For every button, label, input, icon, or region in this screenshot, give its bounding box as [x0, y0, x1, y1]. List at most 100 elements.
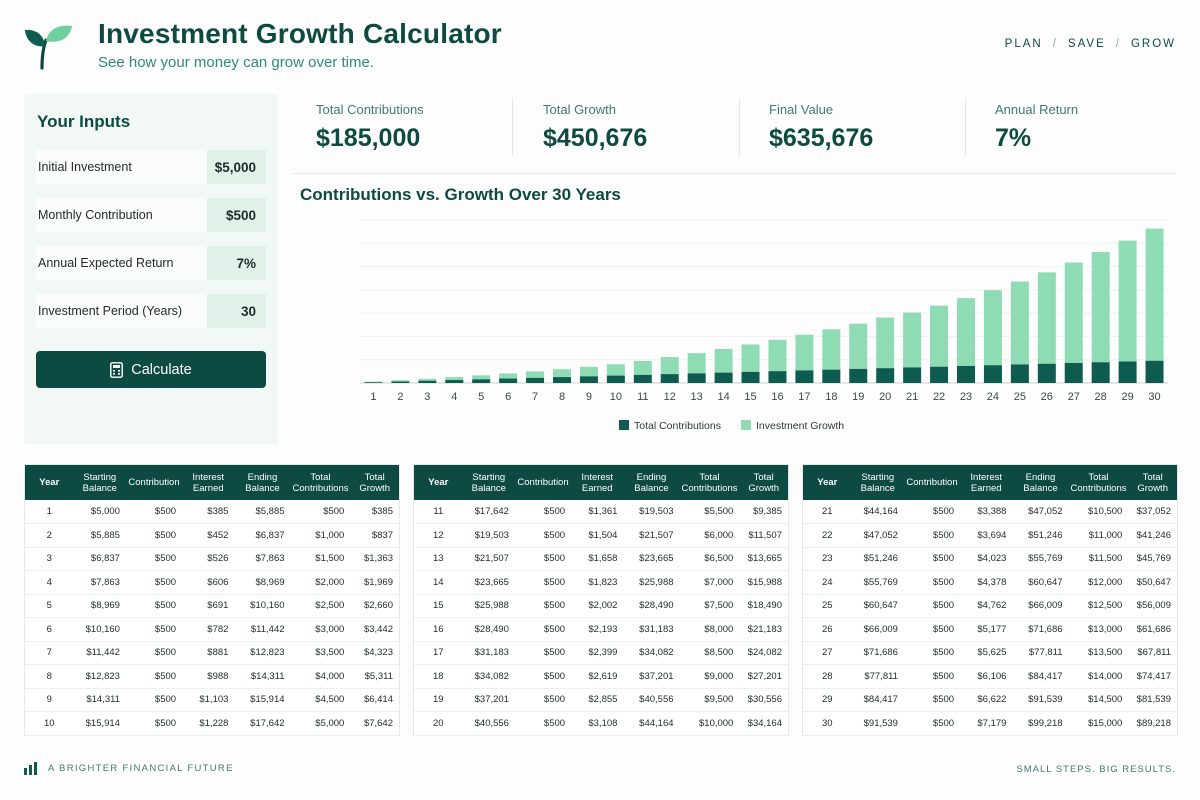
table-body: 1 $5,000 $500 $385 $5,885 $500 $385 2 $5,885 $500…: [25, 500, 399, 736]
table-cell: $500: [125, 664, 183, 689]
x-tick-label: 25: [1014, 391, 1026, 403]
initial-investment-field[interactable]: Initial Investment $5,000: [36, 150, 266, 184]
stat-divider: [512, 98, 513, 156]
annual-return-field[interactable]: Annual Expected Return 7%: [36, 246, 266, 280]
table-cell: $6,837: [234, 523, 291, 548]
bar-total-contributions: [553, 377, 571, 383]
table-cell: $23,665: [462, 570, 515, 595]
table-row: 8 $12,823 $500 $988 $14,311 $4,000 $5,311: [25, 664, 399, 689]
annual-return-input[interactable]: 7%: [207, 246, 266, 280]
table-cell: $1,228: [182, 711, 235, 736]
table-cell: $28,490: [462, 617, 515, 642]
bar-investment-growth: [391, 380, 410, 382]
table-cell: $500: [125, 547, 183, 571]
bar-total-contributions: [849, 368, 868, 383]
table-cell: $4,500: [290, 688, 351, 712]
column-header: Total Contributions: [679, 465, 740, 500]
table-cell: $81,539: [1128, 688, 1177, 712]
table-body: 11 $17,642 $500 $1,361 $19,503 $5,500 $9,385 12…: [414, 500, 788, 736]
bar-investment-growth: [903, 312, 922, 368]
table-cell: $500: [514, 500, 572, 524]
bar-investment-growth: [822, 329, 841, 370]
bar-total-contributions: [472, 379, 491, 383]
column-header: Starting Balance: [462, 465, 515, 500]
table-cell: $17,642: [234, 711, 291, 736]
table-cell: $99,218: [1012, 711, 1069, 736]
table-cell: $500: [125, 641, 183, 665]
field-label: Investment Period (Years): [36, 294, 207, 328]
table-cell: $37,201: [623, 664, 680, 689]
table-row: 20 $40,556 $500 $3,108 $44,164 $10,000 $34,164: [414, 711, 788, 736]
table-cell: $77,811: [1012, 641, 1069, 665]
table-cell: $2,000: [290, 570, 351, 595]
calculate-button[interactable]: Calculate: [36, 351, 266, 388]
table-row: 23 $51,246 $500 $4,023 $55,769 $11,500 $45,769: [803, 547, 1177, 571]
table-cell: $7,500: [679, 594, 740, 618]
table-cell: 21: [803, 500, 852, 524]
investment-period-field[interactable]: Investment Period (Years) 30: [36, 294, 266, 328]
table-row: 21 $44,164 $500 $3,388 $47,052 $10,500 $37,052: [803, 500, 1177, 524]
x-tick-label: 12: [664, 391, 676, 403]
bar-total-contributions: [822, 369, 841, 383]
table-cell: 20: [414, 711, 463, 736]
monthly-contribution-input[interactable]: $500: [207, 198, 266, 232]
column-header: Ending Balance: [234, 465, 291, 500]
bar-investment-growth: [741, 344, 760, 372]
x-tick-label: 22: [933, 391, 945, 403]
monthly-contribution-field[interactable]: Monthly Contribution $500: [36, 198, 266, 232]
column-header: Total Growth: [350, 465, 399, 500]
stat-value: $450,676: [543, 124, 648, 152]
calculator-icon: [110, 361, 124, 378]
initial-investment-input[interactable]: $5,000: [207, 150, 266, 184]
bar-investment-growth: [1145, 228, 1164, 361]
table-cell: $7,000: [679, 570, 740, 595]
table-cell: $500: [514, 664, 572, 689]
investment-period-input[interactable]: 30: [207, 294, 266, 328]
table-cell: 23: [803, 547, 852, 571]
bar-total-contributions: [768, 371, 787, 383]
table-cell: $51,246: [851, 547, 904, 571]
table-cell: $47,052: [851, 523, 904, 548]
table-row: 16 $28,490 $500 $2,193 $31,183 $8,000 $21,183: [414, 617, 788, 642]
bar-total-contributions: [1037, 363, 1056, 383]
column-header: Contribution: [514, 465, 572, 500]
table-row: 9 $14,311 $500 $1,103 $15,914 $4,500 $6,414: [25, 688, 399, 712]
table-cell: $91,539: [851, 711, 904, 736]
column-header: Contribution: [903, 465, 961, 500]
table-row: 18 $34,082 $500 $2,619 $37,201 $9,000 $27,201: [414, 664, 788, 689]
table-cell: $4,762: [960, 594, 1013, 618]
table-cell: $500: [125, 617, 183, 642]
table-row: 2 $5,885 $500 $452 $6,837 $1,000 $837: [25, 523, 399, 548]
table-cell: $8,500: [679, 641, 740, 665]
x-tick-label: 8: [559, 391, 565, 403]
x-tick-label: 10: [610, 391, 622, 403]
bar-total-contributions: [391, 381, 410, 383]
table-cell: $500: [514, 617, 572, 642]
table-cell: $31,183: [623, 617, 680, 642]
table-row: 22 $47,052 $500 $3,694 $51,246 $11,000 $41,246: [803, 523, 1177, 548]
table-cell: $5,000: [290, 711, 351, 736]
column-header: Ending Balance: [623, 465, 680, 500]
field-label: Initial Investment: [36, 150, 207, 184]
legend-label: Investment Growth: [756, 420, 844, 432]
table-cell: $452: [182, 523, 235, 548]
table-cell: $385: [350, 500, 399, 524]
table-row: 29 $84,417 $500 $6,622 $91,539 $14,500 $81,539: [803, 688, 1177, 712]
tagline-plan: PLAN: [1004, 38, 1043, 50]
field-label: Monthly Contribution: [36, 198, 207, 232]
table-cell: 2: [25, 523, 74, 548]
column-header: Year: [803, 465, 852, 500]
page-title: Investment Growth Calculator: [98, 18, 502, 49]
legend-swatch: [741, 420, 751, 430]
table-cell: $44,164: [623, 711, 680, 736]
table-cell: $25,988: [623, 570, 680, 595]
table-cell: $6,622: [960, 688, 1013, 712]
table-cell: 7: [25, 641, 74, 665]
stat-label: Total Contributions: [316, 102, 424, 117]
table-cell: $3,388: [960, 500, 1013, 524]
table-cell: $30,556: [739, 688, 788, 712]
bar-investment-growth: [364, 381, 383, 383]
table-cell: $25,988: [462, 594, 515, 618]
table-cell: $19,503: [462, 523, 515, 548]
table-cell: $34,082: [462, 664, 515, 689]
